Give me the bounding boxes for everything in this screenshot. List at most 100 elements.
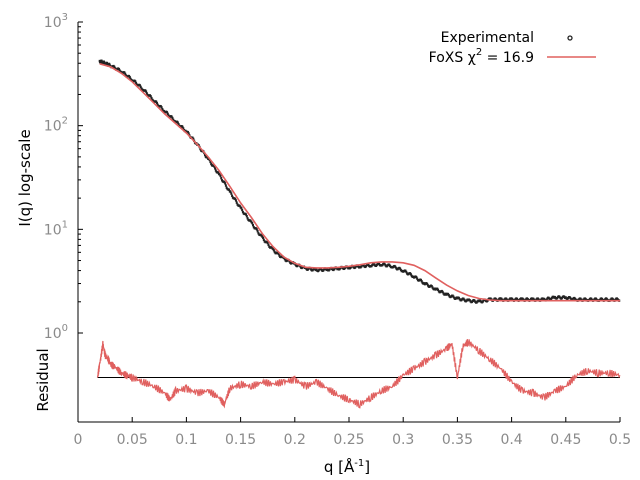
experimental-point: [277, 252, 280, 256]
experimental-point: [224, 182, 227, 185]
experimental-point: [251, 221, 254, 225]
legend: Experimental FoXS χ2 = 16.9: [429, 30, 596, 66]
experimental-point: [283, 257, 286, 261]
experimental-point: [245, 214, 248, 218]
experimental-point: [118, 68, 121, 71]
experimental-point: [251, 223, 254, 227]
x-tick-label: 0: [74, 432, 83, 448]
experimental-point: [267, 243, 270, 247]
series-experimental: [98, 59, 621, 304]
x-tick-label: 0.25: [333, 432, 364, 448]
experimental-point: [227, 188, 230, 191]
experimental-point: [420, 280, 423, 283]
intensity-y-axis-label: I(q) log-scale: [16, 129, 34, 226]
experimental-point: [138, 84, 141, 87]
experimental-point: [134, 80, 137, 83]
experimental-point: [394, 265, 397, 269]
experimental-point: [278, 254, 281, 257]
experimental-point: [209, 160, 212, 164]
experimental-point: [213, 165, 216, 168]
intensity-series: [98, 59, 621, 304]
experimental-point: [256, 230, 259, 233]
intensity-y-ticks: 100 101 102 103: [44, 12, 83, 342]
experimental-point: [166, 111, 169, 114]
experimental-point: [206, 156, 209, 159]
experimental-point: [150, 96, 153, 100]
y-tick-label: 100: [44, 323, 68, 342]
experimental-point: [262, 238, 265, 242]
y-tick-label: 103: [44, 12, 68, 31]
experimental-point: [218, 173, 221, 176]
experimental-point: [241, 208, 244, 212]
experimental-point: [139, 85, 142, 89]
legend-label-experimental: Experimental: [441, 30, 534, 46]
experimental-point: [452, 295, 455, 298]
experimental-point: [234, 199, 237, 202]
experimental-point: [156, 103, 159, 107]
experimental-point: [241, 210, 244, 214]
experimental-point: [155, 100, 158, 103]
x-tick-label: 0.45: [550, 432, 581, 448]
experimental-point: [231, 194, 234, 198]
experimental-point: [219, 174, 222, 178]
x-tick-label: 0.05: [117, 432, 148, 448]
experimental-point: [234, 197, 237, 201]
experimental-point: [437, 288, 440, 292]
experimental-point: [172, 118, 175, 122]
x-tick-label: 0.15: [225, 432, 256, 448]
experimental-point: [230, 192, 233, 195]
legend-foxs-sup: 2: [476, 47, 482, 58]
x-axis-label-suffix: ]: [364, 458, 370, 476]
experimental-point: [171, 116, 174, 120]
experimental-point: [145, 90, 148, 93]
experimental-point: [145, 92, 148, 95]
experimental-point: [166, 112, 169, 116]
experimental-point: [420, 278, 423, 282]
experimental-point: [272, 247, 275, 251]
residual-series: [96, 339, 621, 409]
y-tick-label: 102: [44, 116, 68, 135]
experimental-point: [161, 108, 164, 111]
experimental-point: [186, 130, 189, 134]
experimental-point: [217, 171, 220, 174]
experimental-point: [229, 190, 232, 194]
x-tick-label: 0.4: [500, 432, 522, 448]
series-foxs-fit: [99, 63, 620, 302]
experimental-point: [261, 235, 264, 238]
experimental-point: [486, 299, 489, 302]
experimental-point: [118, 69, 121, 72]
x-tick-label: 0.5: [609, 432, 631, 448]
experimental-point: [220, 177, 223, 180]
experimental-point: [415, 275, 418, 279]
experimental-point: [257, 232, 260, 235]
experimental-point: [123, 71, 126, 74]
experimental-point: [266, 241, 269, 245]
experimental-point: [210, 162, 213, 166]
legend-foxs-suffix: = 16.9: [482, 50, 534, 66]
experimental-point: [223, 180, 226, 184]
y-tick-label: 101: [44, 219, 68, 238]
experimental-point: [124, 72, 127, 76]
experimental-point: [225, 186, 228, 189]
experimental-point: [128, 76, 131, 79]
residual-y-axis-label: Residual: [34, 348, 52, 411]
experimental-point: [262, 236, 265, 240]
experimental-point: [149, 95, 152, 98]
experimental-point: [416, 277, 419, 280]
legend-foxs-text: FoXS χ: [429, 50, 476, 66]
legend-label-foxs: FoXS χ2 = 16.9: [429, 47, 534, 66]
x-tick-label: 0.35: [442, 432, 473, 448]
experimental-point: [272, 249, 275, 252]
experimental-point: [203, 153, 206, 157]
experimental-point: [426, 282, 429, 286]
experimental-point: [441, 290, 444, 294]
experimental-point: [240, 206, 243, 210]
residual-panel: Residual 0 0.05 0.1 0.15 0.2 0.25 0.3 0.35 0.4 0.…: [34, 333, 631, 448]
experimental-point: [160, 106, 163, 109]
experimental-point: [447, 294, 450, 297]
experimental-point: [177, 123, 180, 126]
experimental-point: [481, 300, 484, 303]
intensity-panel: 100 101 102 103 I(q) log-scale: [16, 12, 621, 342]
experimental-point: [574, 297, 577, 301]
